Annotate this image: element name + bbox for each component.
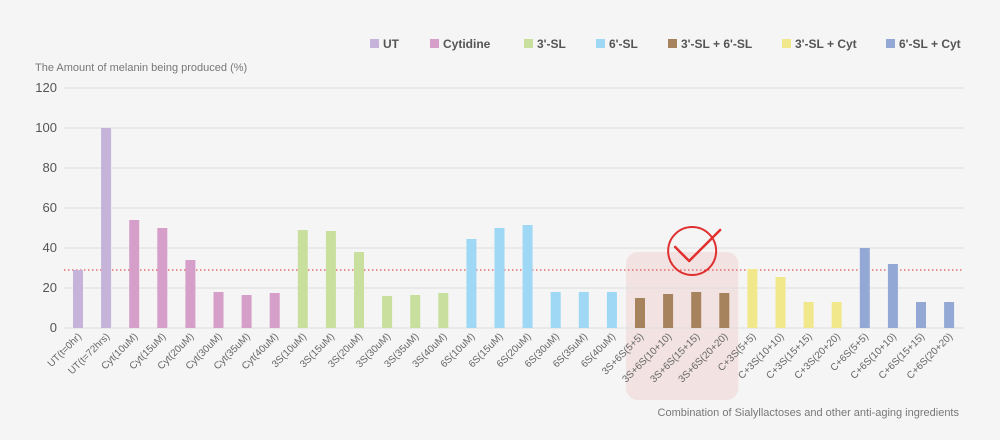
legend-swatch [430,39,439,48]
bar [325,231,336,328]
bar [578,292,589,328]
chart-caption: Combination of Sialyllactoses and other … [658,407,960,419]
bar [635,298,645,328]
bar [73,270,83,328]
bar [719,293,730,328]
bar [747,269,758,328]
y-axis-title: The Amount of melanin being produced (%) [35,62,247,74]
y-tick-label: 80 [43,160,57,175]
bar [213,292,224,328]
bar [550,292,561,328]
legend-label: Cytidine [443,37,491,51]
bar [157,228,168,328]
bar [297,230,308,328]
bar [494,228,505,328]
bar [522,225,533,328]
bar [382,296,393,328]
bar [269,293,280,328]
y-tick-label: 0 [50,320,57,335]
checkmark-icon-group [667,226,722,276]
bar [410,295,421,328]
bar [859,248,870,328]
x-axis-labels: UT(t=0hr)UT(t=72hrs)Cyt(10uM)Cyt(15uM)Cy… [46,331,955,385]
bar [916,302,926,328]
checkmark-icon [673,228,722,263]
legend-label: 3'-SL [537,37,566,51]
legend-label: UT [383,37,400,51]
checkmark-circle [667,226,718,276]
bar-series [73,128,955,328]
bar [354,252,364,328]
bar [129,220,140,328]
bar [831,302,842,328]
chart-grid: 0 20 40 60 80 100 120 [35,80,964,335]
legend-label: 6'-SL [609,37,638,51]
bar [691,292,702,328]
bar [438,293,449,328]
bar [606,292,617,328]
bar [185,260,196,328]
y-tick-label: 60 [43,200,57,215]
legend-label: 6'-SL + Cyt [899,37,961,51]
y-tick-label: 100 [35,120,57,135]
y-tick-label: 40 [43,240,57,255]
bar [663,294,674,328]
legend-label: 3'-SL + Cyt [795,37,857,51]
highlight-box [626,252,739,400]
bar [887,264,898,328]
y-tick-label: 20 [43,280,57,295]
highlight-region [626,252,739,400]
y-tick-label: 120 [35,80,57,95]
bar [466,239,477,328]
bar [241,295,252,328]
legend-swatch [782,39,791,48]
legend-swatch [886,39,895,48]
legend-label: 3'-SL + 6'-SL [681,37,752,51]
chart-legend: UT Cytidine 3'-SL 6'-SL 3'-SL + 6'-SL 3'-SL +… [370,37,961,51]
legend-swatch [668,39,677,48]
legend-swatch [524,39,533,48]
bar [944,302,955,328]
bar [775,277,786,328]
bar [101,128,112,328]
bar [803,302,814,328]
legend-swatch [370,39,379,48]
legend-swatch [596,39,605,48]
